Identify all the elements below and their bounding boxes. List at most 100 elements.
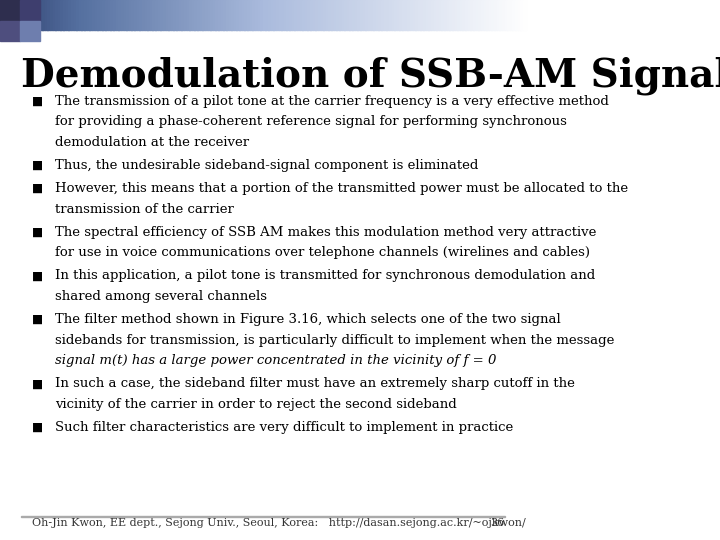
Bar	[247, 0, 250, 30]
Bar	[239, 0, 243, 30]
Bar	[186, 0, 190, 30]
Bar	[373, 0, 377, 30]
Bar	[302, 0, 305, 30]
Text: for use in voice communications over telephone channels (wirelines and cables): for use in voice communications over tel…	[55, 246, 590, 259]
Bar	[13, 0, 17, 30]
Bar	[292, 0, 294, 30]
Bar	[94, 0, 98, 30]
Bar	[489, 0, 492, 30]
Bar	[53, 0, 55, 30]
Bar	[176, 0, 179, 30]
Bar	[105, 0, 108, 30]
Bar	[244, 0, 248, 30]
Bar	[223, 0, 227, 30]
Bar	[218, 0, 221, 30]
Bar	[478, 0, 482, 30]
Bar	[486, 0, 490, 30]
Bar	[89, 0, 92, 30]
Bar	[405, 0, 408, 30]
Bar	[86, 0, 90, 30]
Bar	[163, 0, 166, 30]
Bar	[50, 0, 53, 30]
Bar	[347, 0, 350, 30]
Text: The filter method shown in Figure 3.16, which selects one of the two signal: The filter method shown in Figure 3.16, …	[55, 313, 561, 326]
Text: shared among several channels: shared among several channels	[55, 290, 267, 303]
Bar	[360, 0, 363, 30]
Bar	[97, 0, 100, 30]
Bar	[63, 0, 66, 30]
Bar	[521, 0, 523, 30]
Bar	[336, 0, 340, 30]
Bar	[418, 0, 421, 30]
Bar	[371, 0, 374, 30]
Bar	[184, 0, 187, 30]
Bar	[300, 0, 302, 30]
Bar	[289, 0, 292, 30]
Bar	[181, 0, 184, 30]
Bar	[331, 0, 334, 30]
Bar	[42, 0, 45, 30]
Bar	[320, 0, 324, 30]
Bar	[271, 0, 274, 30]
Bar	[436, 0, 439, 30]
Bar	[199, 0, 203, 30]
Bar	[376, 0, 379, 30]
Bar	[71, 0, 74, 30]
Bar	[213, 0, 216, 30]
Text: transmission of the carrier: transmission of the carrier	[55, 202, 234, 215]
Bar	[155, 0, 158, 30]
Bar	[139, 0, 143, 30]
Bar	[446, 0, 450, 30]
Bar	[365, 0, 369, 30]
Bar	[255, 0, 258, 30]
Bar	[126, 0, 130, 30]
Bar	[315, 0, 318, 30]
Bar	[161, 0, 163, 30]
Bar	[452, 0, 455, 30]
Text: Such filter characteristics are very difficult to implement in practice: Such filter characteristics are very dif…	[55, 421, 513, 434]
Bar	[481, 0, 484, 30]
Bar	[174, 0, 176, 30]
Bar	[3, 0, 6, 30]
Bar	[116, 0, 119, 30]
Bar	[438, 0, 442, 30]
Text: The transmission of a pilot tone at the carrier frequency is a very effective me: The transmission of a pilot tone at the …	[55, 94, 609, 107]
Bar	[118, 0, 122, 30]
Text: Oh-Jin Kwon, EE dept., Sejong Univ., Seoul, Korea:   http://dasan.sejong.ac.kr/~: Oh-Jin Kwon, EE dept., Sejong Univ., Seo…	[32, 518, 526, 528]
Bar	[158, 0, 161, 30]
Bar	[108, 0, 111, 30]
Text: Demodulation of SSB-AM Signals: Demodulation of SSB-AM Signals	[21, 57, 720, 95]
Text: Thus, the undesirable sideband-signal component is eliminated: Thus, the undesirable sideband-signal co…	[55, 159, 479, 172]
Bar	[460, 0, 463, 30]
Bar	[229, 0, 232, 30]
Bar	[505, 0, 508, 30]
Text: ■: ■	[32, 226, 42, 239]
Bar	[274, 0, 276, 30]
Bar	[37, 0, 40, 30]
Bar	[68, 0, 71, 30]
Bar	[236, 0, 240, 30]
Bar	[234, 0, 237, 30]
Bar	[454, 0, 458, 30]
Bar	[518, 0, 521, 30]
Bar	[34, 0, 37, 30]
Text: 36: 36	[490, 518, 505, 528]
Bar	[413, 0, 415, 30]
Bar	[153, 0, 156, 30]
Bar	[92, 0, 95, 30]
Bar	[294, 0, 297, 30]
Bar	[410, 0, 413, 30]
Bar	[310, 0, 313, 30]
Bar	[368, 0, 371, 30]
Bar	[428, 0, 431, 30]
Bar	[137, 0, 140, 30]
Bar	[147, 0, 150, 30]
Bar	[444, 0, 447, 30]
Bar	[334, 0, 337, 30]
Bar	[250, 0, 253, 30]
Bar	[24, 0, 27, 30]
Bar	[215, 0, 219, 30]
Text: ■: ■	[32, 269, 42, 282]
Bar	[379, 0, 382, 30]
Bar	[268, 0, 271, 30]
